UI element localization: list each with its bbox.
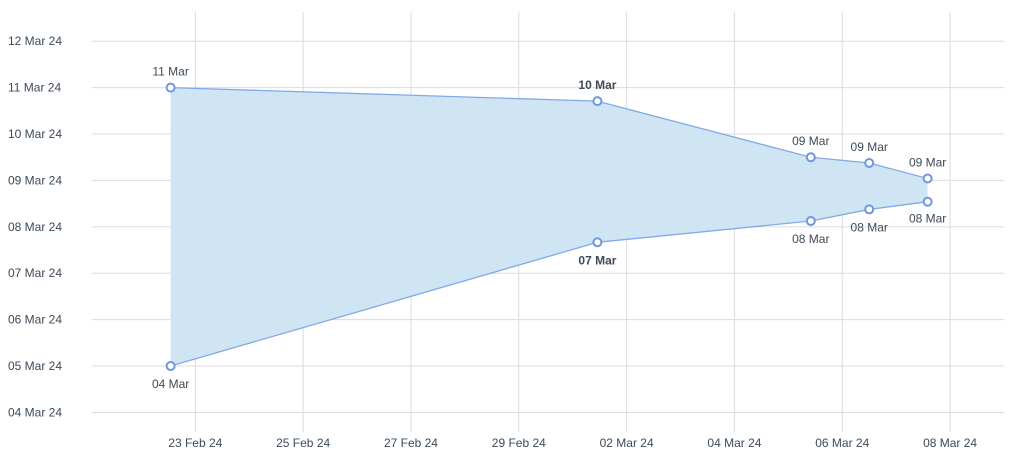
high-point [805, 152, 816, 163]
y-tick-label: 06 Mar 24 [8, 313, 62, 327]
high-point [165, 82, 176, 93]
data-labels: 11 Mar 04 Mar 10 Mar 07 Mar 09 Mar 08 Mar 09 M… [152, 65, 946, 391]
y-axis-ticks: 04 Mar 24 05 Mar 24 06 Mar 24 07 Mar 24 08 M… [8, 34, 62, 419]
low-data-label: 08 Mar [851, 220, 888, 234]
low-point [922, 196, 933, 207]
y-tick-label: 08 Mar 24 [8, 220, 62, 234]
y-tick-label: 05 Mar 24 [8, 359, 62, 373]
x-tick-label: 08 Mar 24 [923, 436, 977, 450]
x-tick-label: 06 Mar 24 [815, 436, 869, 450]
high-data-label: 09 Mar [851, 140, 888, 154]
low-point [805, 216, 816, 227]
data-points [165, 82, 933, 372]
low-point [592, 237, 603, 248]
low-data-label: 04 Mar [152, 377, 189, 391]
high-data-label: 09 Mar [909, 155, 946, 169]
x-tick-label: 25 Feb 24 [276, 436, 330, 450]
x-tick-label: 27 Feb 24 [384, 436, 438, 450]
low-point [864, 204, 875, 215]
high-data-label: 10 Mar [578, 78, 616, 92]
y-tick-label: 11 Mar 24 [8, 81, 61, 95]
y-tick-label: 10 Mar 24 [8, 127, 62, 141]
y-tick-label: 09 Mar 24 [8, 173, 62, 187]
low-data-label: 08 Mar [792, 232, 829, 246]
high-point [592, 96, 603, 107]
high-point [922, 173, 933, 184]
high-data-label: 11 Mar [152, 65, 188, 79]
y-tick-label: 12 Mar 24 [8, 34, 62, 48]
x-tick-label: 02 Mar 24 [600, 436, 654, 450]
y-tick-label: 04 Mar 24 [8, 405, 62, 419]
range-area-fill [170, 87, 928, 367]
high-point [864, 158, 875, 169]
x-axis-ticks: 23 Feb 24 25 Feb 24 27 Feb 24 29 Feb 24 02 M… [168, 436, 977, 450]
y-tick-label: 07 Mar 24 [8, 266, 62, 280]
high-data-label: 09 Mar [792, 134, 829, 148]
x-tick-label: 23 Feb 24 [168, 436, 222, 450]
low-point [165, 361, 176, 372]
x-tick-label: 04 Mar 24 [707, 436, 761, 450]
x-tick-label: 29 Feb 24 [492, 436, 546, 450]
low-data-label: 07 Mar [578, 253, 616, 267]
low-data-label: 08 Mar [909, 212, 946, 226]
